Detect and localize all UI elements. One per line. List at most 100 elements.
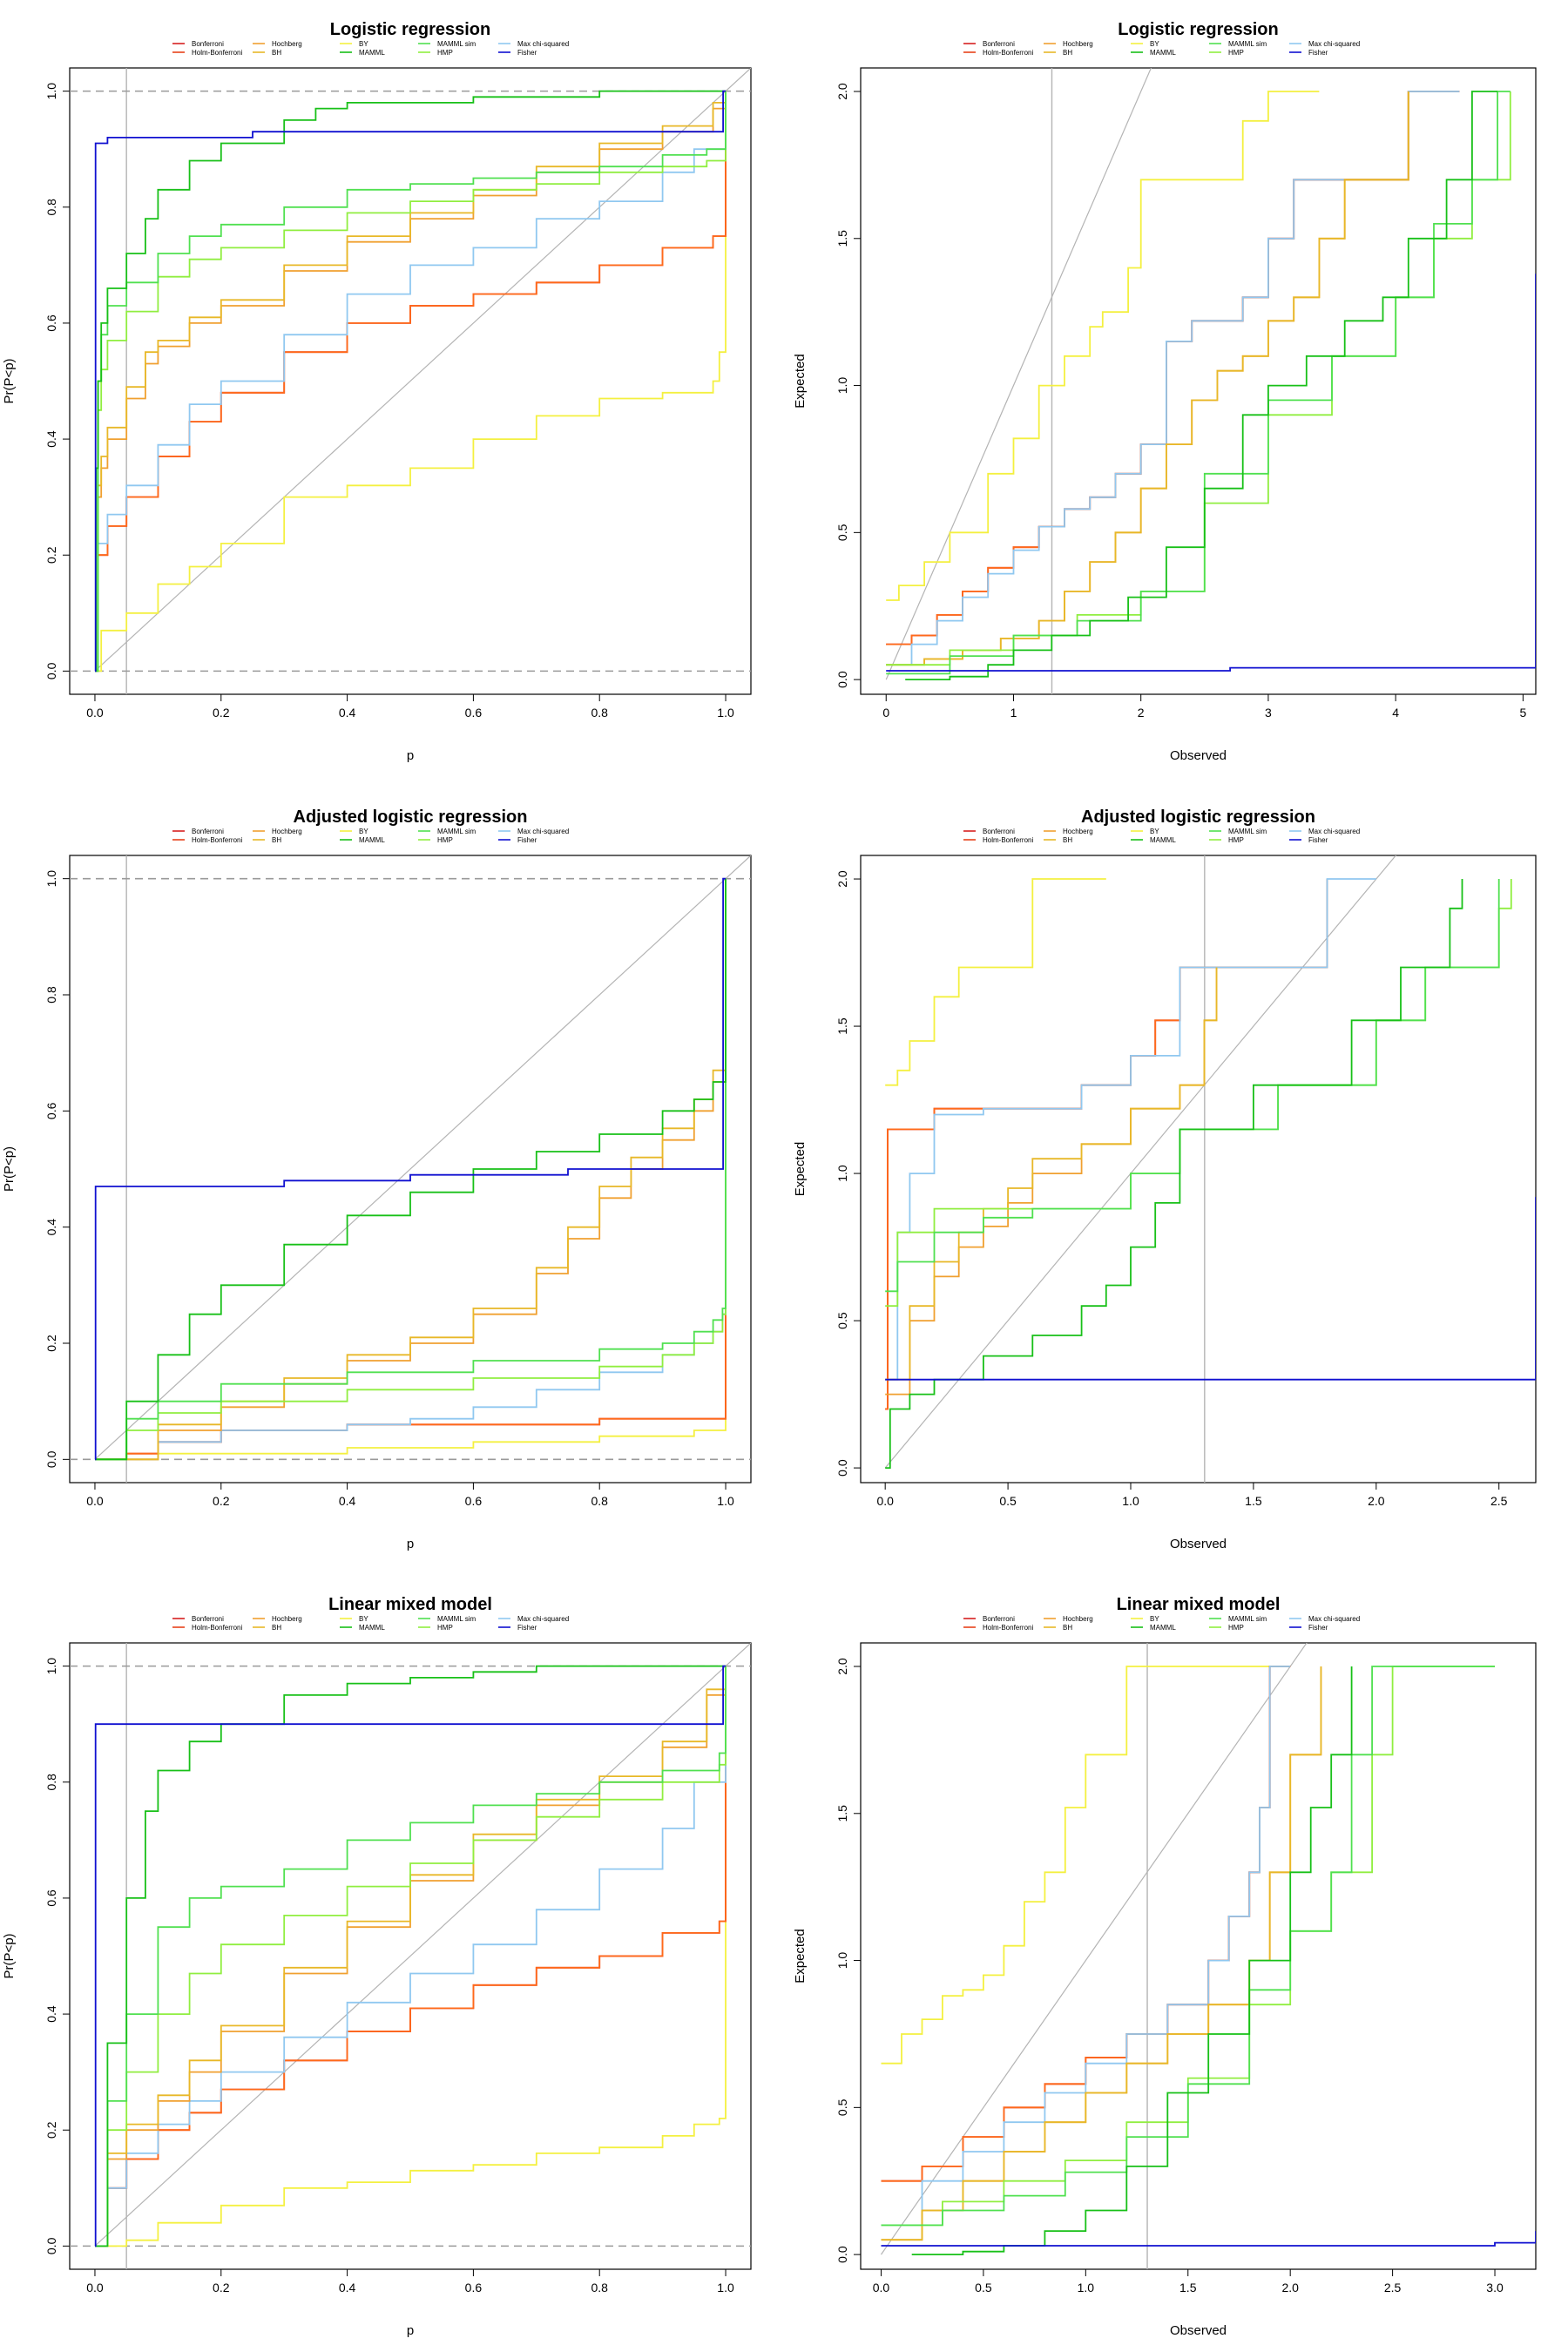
series-line [881, 1666, 1291, 2227]
legend-label: Max chi-squared [1308, 40, 1360, 48]
panel-4: Adjusted logistic regressionBonferroniHo… [793, 808, 1537, 1551]
legend-label: Holm-Bonferroni [192, 49, 242, 57]
x-tick-label: 0 [882, 706, 889, 720]
diagonal-reference-line [94, 855, 751, 1460]
legend: BonferroniHolm-BonferroniHochbergBHBYMAM… [172, 1615, 569, 1632]
legend-label: HMP [437, 1624, 453, 1632]
series-line [95, 1666, 727, 2247]
x-tick-label: 0.5 [999, 1494, 1017, 1508]
series-line [885, 878, 1106, 1086]
diagonal-reference-line [885, 68, 1152, 680]
series-line [885, 879, 1463, 1469]
series-line [95, 1666, 727, 2247]
x-tick-label: 0.8 [591, 1494, 608, 1508]
legend-label: BH [272, 1624, 281, 1632]
legend-label: Holm-Bonferroni [192, 836, 242, 844]
legend-label: MAMML sim [1228, 828, 1267, 835]
y-tick-label: 2.0 [835, 1658, 849, 1675]
series-line [881, 1666, 1322, 2241]
series-line [95, 1666, 727, 2247]
legend-label: HMP [437, 836, 453, 844]
x-axis-label: Observed [1170, 1537, 1227, 1551]
diagonal-reference-line [94, 1643, 751, 2247]
x-tick-label: 0.6 [465, 1494, 483, 1508]
x-tick-label: 2.5 [1384, 2281, 1402, 2295]
series-line [881, 2231, 1536, 2247]
series-line [886, 91, 1511, 666]
legend-label: Bonferroni [983, 40, 1015, 48]
y-tick-label: 1.5 [835, 230, 849, 247]
series-line [881, 1666, 1495, 2227]
series-line [95, 91, 727, 672]
x-tick-label: 1.0 [1078, 2281, 1095, 2295]
legend-label: Fisher [1308, 836, 1328, 844]
legend: BonferroniHolm-BonferroniHochbergBHBYMAM… [172, 828, 569, 844]
panel-title: Adjusted logistic regression [294, 808, 528, 827]
series-line [886, 91, 1460, 645]
legend-label: MAMML sim [1228, 1615, 1267, 1623]
y-tick-label: 0.8 [44, 199, 58, 216]
legend-label: Fisher [1308, 1624, 1328, 1632]
series-line [95, 878, 727, 1461]
x-tick-label: 0.0 [876, 1494, 894, 1508]
x-axis-label: p [407, 748, 414, 763]
x-tick-label: 0.5 [975, 2281, 992, 2295]
x-tick-label: 5 [1519, 706, 1526, 720]
legend-label: MAMML [359, 836, 385, 844]
panel-title: Linear mixed model [1117, 1595, 1281, 1614]
legend-label: Max chi-squared [517, 1615, 569, 1623]
x-tick-label: 1.0 [717, 2281, 734, 2295]
panel-2: Logistic regression BonferroniHolm-Bonfer… [793, 20, 1537, 763]
series-line [94, 877, 726, 1461]
x-axis-label: p [407, 2323, 414, 2338]
y-axis-label: Expected [793, 1929, 808, 1984]
x-tick-label: 1.5 [1179, 2281, 1197, 2295]
series-line [95, 91, 727, 672]
series-line [95, 91, 727, 672]
panel-3: Adjusted logistic regressionBonferroniHo… [2, 808, 752, 1551]
panel-5: Linear mixed model BonferroniHolm-Bonferr… [2, 1595, 752, 2338]
y-tick-label: 1.0 [835, 1952, 849, 1970]
legend-label: Hochberg [272, 40, 302, 48]
y-tick-label: 0.5 [835, 1312, 849, 1329]
series-line [95, 1666, 727, 2247]
diagonal-reference-line [880, 1643, 1308, 2255]
series-line [886, 274, 1536, 672]
y-tick-label: 1.0 [835, 377, 849, 395]
legend-label: Hochberg [1063, 828, 1093, 835]
legend: BonferroniHolm-BonferroniHochbergBHBYMAM… [963, 1615, 1360, 1632]
y-tick-label: 0.8 [44, 986, 58, 1004]
x-tick-label: 0.4 [339, 1494, 356, 1508]
legend-label: MAMML [1150, 836, 1176, 844]
plot-area [70, 68, 751, 694]
x-tick-label: 1.0 [717, 1494, 734, 1508]
legend-label: BH [1063, 49, 1072, 57]
x-tick-label: 1.0 [1122, 1494, 1139, 1508]
y-axis-label: Pr(P<p) [2, 1146, 17, 1192]
y-axis-label: Pr(P<p) [2, 358, 17, 403]
legend-label: Fisher [1308, 49, 1328, 57]
legend-label: HMP [437, 49, 453, 57]
legend-label: HMP [1228, 49, 1244, 57]
legend-label: BH [1063, 836, 1072, 844]
x-tick-label: 1.5 [1245, 1494, 1262, 1508]
x-tick-label: 0.0 [873, 2281, 890, 2295]
legend-label: BY [1150, 40, 1159, 48]
y-tick-label: 0.2 [44, 1335, 58, 1352]
legend-label: Holm-Bonferroni [983, 1624, 1033, 1632]
legend-label: Holm-Bonferroni [983, 49, 1033, 57]
legend-label: Hochberg [272, 1615, 302, 1623]
series-line [95, 91, 727, 672]
series-line [885, 878, 1376, 1381]
legend-label: Fisher [517, 1624, 537, 1632]
series-line [911, 1666, 1353, 2255]
series-line [886, 91, 1460, 666]
x-tick-label: 0.2 [213, 706, 230, 720]
legend-label: Bonferroni [192, 1615, 224, 1623]
x-tick-label: 1.0 [717, 706, 734, 720]
legend-label: BY [359, 828, 368, 835]
legend-label: Bonferroni [983, 1615, 1015, 1623]
panel-title: Logistic regression [1118, 20, 1279, 39]
series-line [881, 1666, 1495, 2227]
legend-label: MAMML [1150, 1624, 1176, 1632]
